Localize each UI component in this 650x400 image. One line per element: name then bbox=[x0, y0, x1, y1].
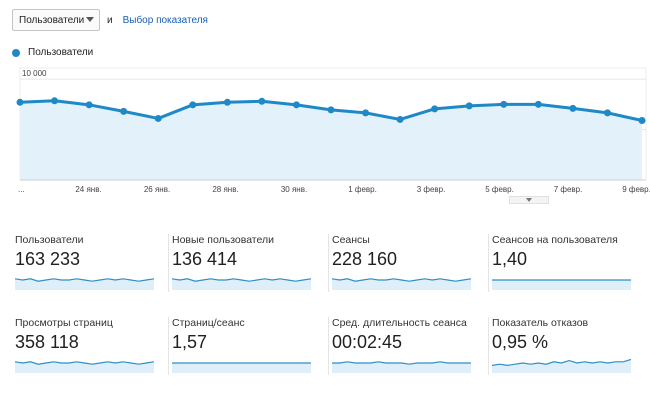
chart-legend: Пользователи bbox=[12, 47, 93, 58]
data-point[interactable] bbox=[327, 106, 335, 114]
metric-sparkline bbox=[492, 279, 631, 290]
sparkline-line bbox=[492, 358, 632, 367]
data-point[interactable] bbox=[292, 101, 300, 109]
data-point[interactable] bbox=[569, 104, 577, 112]
metric-sparkline bbox=[15, 278, 155, 290]
metric-tile-value: 1,57 bbox=[172, 332, 208, 352]
data-point[interactable] bbox=[362, 109, 370, 117]
x-tick-label: ... bbox=[18, 185, 25, 194]
chevron-down-icon bbox=[86, 17, 94, 22]
metric-sparkline bbox=[15, 361, 155, 373]
metric-tile-title: Показатель отказов bbox=[492, 317, 589, 329]
metric-tile[interactable]: Показатель отказов 0,95 % bbox=[488, 317, 635, 375]
metric-tile[interactable]: Пользователи 163 233 bbox=[11, 234, 158, 292]
data-point[interactable] bbox=[638, 116, 646, 124]
data-point[interactable] bbox=[120, 107, 128, 115]
data-point[interactable] bbox=[500, 100, 508, 108]
data-point[interactable] bbox=[431, 105, 439, 113]
metric-tile[interactable]: Сеансы 228 160 bbox=[328, 234, 475, 292]
x-tick-label: 24 янв. bbox=[75, 185, 101, 194]
x-tick-label: 1 февр. bbox=[348, 185, 377, 194]
metric-select[interactable]: Пользователи bbox=[12, 9, 100, 31]
metric-select-value: Пользователи bbox=[19, 14, 85, 26]
caret-down-icon bbox=[526, 198, 532, 202]
metric-sparkline bbox=[172, 362, 311, 373]
choose-metric-link[interactable]: Выбор показателя bbox=[122, 14, 208, 26]
metric-tile-value: 358 118 bbox=[15, 332, 79, 352]
metric-sparkline bbox=[492, 358, 632, 373]
chart-collapse-toggle[interactable] bbox=[509, 196, 549, 204]
metric-sparkline bbox=[332, 361, 471, 373]
metric-tile-title: Просмотры страниц bbox=[15, 317, 113, 329]
metric-tile-title: Пользователи bbox=[15, 234, 84, 246]
data-point[interactable] bbox=[85, 101, 93, 109]
x-tick-label: 9 февр. bbox=[622, 185, 650, 194]
metric-tile[interactable]: Новые пользователи 136 414 bbox=[168, 234, 315, 292]
metric-tile[interactable]: Страниц/сеанс 1,57 bbox=[168, 317, 315, 375]
sparkline-fill bbox=[492, 280, 631, 290]
data-point[interactable] bbox=[154, 114, 162, 122]
sparkline-fill bbox=[332, 278, 471, 290]
metric-tile-value: 163 233 bbox=[15, 249, 81, 269]
data-point[interactable] bbox=[51, 97, 59, 105]
sparkline-fill bbox=[172, 278, 311, 290]
x-tick-label: 7 февр. bbox=[554, 185, 583, 194]
sparkline-fill bbox=[15, 278, 154, 290]
metric-tile-title: Новые пользователи bbox=[172, 234, 274, 246]
metric-tile-value: 228 160 bbox=[332, 249, 398, 269]
sparkline-line bbox=[15, 361, 155, 365]
data-point[interactable] bbox=[465, 102, 473, 110]
x-tick-label: 3 февр. bbox=[417, 185, 446, 194]
metric-tile-title: Сред. длительность сеанса bbox=[332, 317, 467, 329]
data-point[interactable] bbox=[603, 109, 611, 117]
sparkline-fill bbox=[172, 363, 311, 373]
metric-tile-title: Страниц/сеанс bbox=[172, 317, 245, 329]
data-point[interactable] bbox=[16, 98, 24, 106]
users-line-chart: 10 0005 000...24 янв.26 янв.28 янв.30 ян… bbox=[16, 67, 650, 194]
sparkline-fill bbox=[332, 361, 471, 373]
metric-tile-title: Сеансов на пользователя bbox=[492, 234, 618, 246]
x-tick-label: 30 янв. bbox=[281, 185, 307, 194]
x-tick-label: 28 янв. bbox=[212, 185, 238, 194]
metric-tile-value: 00:02:45 bbox=[332, 332, 403, 352]
sparkline-line bbox=[15, 278, 155, 282]
metric-tile[interactable]: Сеансов на пользователя 1,40 bbox=[488, 234, 635, 292]
sparkline-fill bbox=[15, 361, 154, 373]
metric-tile-value: 136 414 bbox=[172, 249, 238, 269]
x-tick-label: 5 февр. bbox=[485, 185, 514, 194]
conjunction-label: и bbox=[107, 14, 113, 26]
y-tick-label: 10 000 bbox=[22, 69, 47, 78]
toolbar: Пользователи и Выбор показателя bbox=[12, 8, 208, 32]
users-area-fill bbox=[20, 100, 642, 180]
metric-tile-value: 1,40 bbox=[492, 249, 528, 269]
data-point[interactable] bbox=[534, 100, 542, 108]
data-point[interactable] bbox=[223, 98, 231, 106]
legend-dot-icon bbox=[12, 48, 20, 57]
sparkline-line bbox=[332, 361, 471, 365]
data-point[interactable] bbox=[258, 97, 266, 105]
sparkline-line bbox=[332, 278, 472, 282]
legend-label: Пользователи bbox=[28, 47, 94, 58]
x-tick-label: 26 янв. bbox=[144, 185, 170, 194]
sparkline-fill bbox=[492, 359, 631, 373]
metric-tile[interactable]: Просмотры страниц 358 118 bbox=[11, 317, 158, 375]
metric-sparkline bbox=[332, 278, 472, 290]
sparkline-line bbox=[172, 278, 312, 282]
metric-tile[interactable]: Сред. длительность сеанса 00:02:45 bbox=[328, 317, 475, 375]
metric-tile-title: Сеансы bbox=[332, 234, 370, 246]
metric-tile-value: 0,95 % bbox=[492, 332, 549, 352]
metric-sparkline bbox=[172, 278, 312, 290]
data-point[interactable] bbox=[396, 115, 404, 123]
data-point[interactable] bbox=[189, 101, 197, 109]
